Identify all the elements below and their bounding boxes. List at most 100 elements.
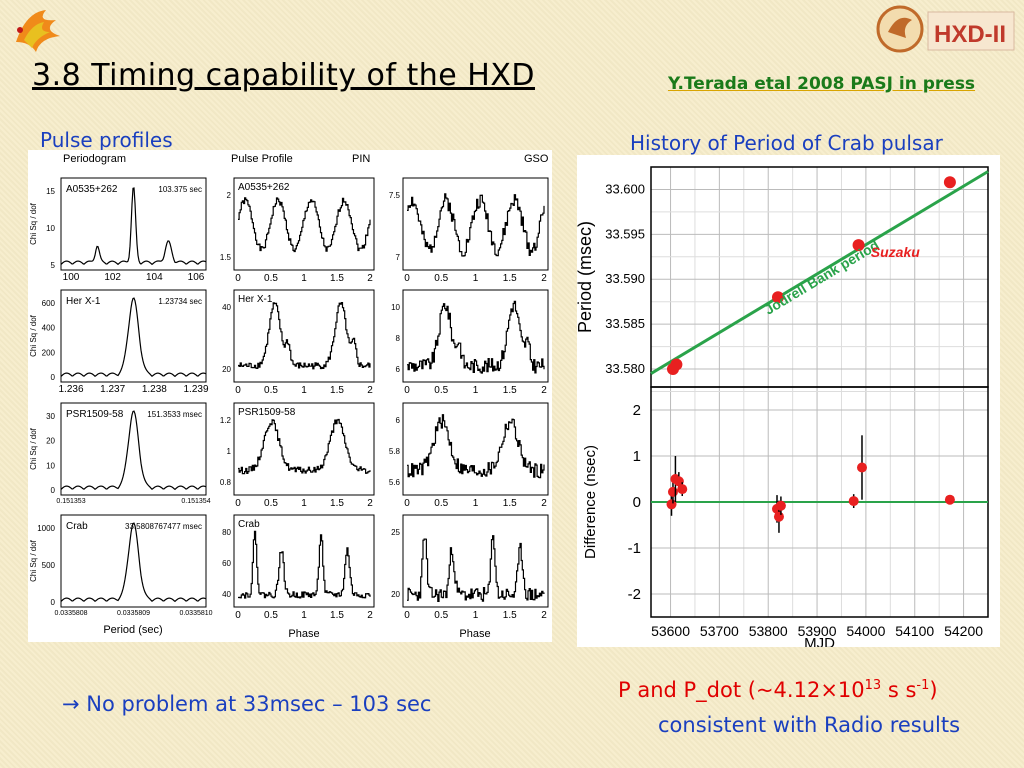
difference-axis-label: Difference (nsec) xyxy=(582,445,599,559)
period-tick-label: 104 xyxy=(146,272,163,283)
difference-point xyxy=(677,484,688,495)
source-label: A0535+262 xyxy=(66,184,118,195)
gso-header: GSO xyxy=(524,153,549,165)
phase-tick-label: 1 xyxy=(473,610,479,621)
periodogram-curve xyxy=(60,410,207,491)
period-tick-label: 102 xyxy=(104,272,121,283)
difference-tick-label: -2 xyxy=(628,586,641,603)
mjd-tick-label: 53600 xyxy=(651,623,690,639)
phase-tick-label: 0.5 xyxy=(264,610,278,621)
phase-tick-label: 0 xyxy=(235,385,241,396)
difference-point xyxy=(775,500,786,511)
panel-frame xyxy=(233,289,375,383)
phase-tick-label: 1 xyxy=(473,498,479,509)
suzaku-annotation: Suzaku xyxy=(871,244,920,260)
difference-point xyxy=(667,486,678,497)
difference-tick-label: 0 xyxy=(633,494,641,511)
phase-tick-label: 0.5 xyxy=(434,610,448,621)
profile-tick-label: 7.5 xyxy=(389,191,401,200)
suzaku-period-point xyxy=(943,176,956,189)
panel-frame xyxy=(60,289,207,383)
panel-frame xyxy=(402,514,549,608)
phase-tick-label: 1.5 xyxy=(330,385,344,396)
source-label: Her X-1 xyxy=(238,294,273,305)
chi-tick-label: 5 xyxy=(51,261,56,270)
phase-tick-label: 1 xyxy=(301,385,307,396)
phase-tick-label: 0 xyxy=(404,273,410,284)
pulse-profiles-heading: Pulse profiles xyxy=(40,128,173,152)
profile-tick-label: 6 xyxy=(396,365,401,374)
mjd-tick-label: 54200 xyxy=(944,623,983,639)
period-tick-label: 0.0335808 xyxy=(54,610,87,617)
phase-tick-label: 0 xyxy=(235,273,241,284)
note-left: → No problem at 33msec – 103 sec xyxy=(62,692,431,716)
source-label: Her X-1 xyxy=(66,296,101,307)
difference-tick-label: 2 xyxy=(633,402,641,419)
period-tick-label: 33.595 xyxy=(605,226,645,241)
panel-frame xyxy=(233,514,375,608)
crab-period-chart: 33.580 33.585 33.590 33.595 33.600 2 1 0 -1 -2 Jod… xyxy=(577,155,1000,647)
pulse-profile-curve xyxy=(407,193,545,257)
chi-tick-label: 30 xyxy=(46,412,55,421)
phase-tick-label: 0.5 xyxy=(264,498,278,509)
hxd-logo-icon: HXD-II xyxy=(876,5,1015,53)
pulse-profile-curve xyxy=(407,300,545,374)
profile-tick-label: 0.8 xyxy=(220,478,232,487)
phase-tick-label: 1 xyxy=(473,273,479,284)
panel-frame xyxy=(60,402,207,496)
pulse-profile-grid: Periodogram Pulse Profile PIN GSO A0535+262 1… xyxy=(28,150,552,642)
phase-tick-label: 2 xyxy=(541,610,547,621)
phase-tick-label: 0.5 xyxy=(434,273,448,284)
pulse-profile-curve xyxy=(407,535,545,602)
period-tick-label: 1.237 xyxy=(100,384,125,395)
period-tick-label: 1.236 xyxy=(58,384,83,395)
period-label: 33.5808767477 msec xyxy=(125,522,202,531)
note-right-line2: consistent with Radio results xyxy=(658,713,961,737)
phase-tick-label: 0.5 xyxy=(434,498,448,509)
logo-text: HXD-II xyxy=(934,21,1006,48)
pin-header: PIN xyxy=(352,153,370,165)
source-label: Crab xyxy=(238,519,260,530)
phase-tick-label: 2 xyxy=(541,273,547,284)
phase-tick-label: 0 xyxy=(235,498,241,509)
difference-point xyxy=(773,511,784,522)
phase-tick-label: 1.5 xyxy=(503,385,517,396)
note-left-text: No problem at 33msec – 103 sec xyxy=(86,692,432,716)
phase-tick-label: 0.5 xyxy=(264,273,278,284)
pulse-profile-curve xyxy=(238,197,371,253)
jodrell-annotation: Jodrell Bank period xyxy=(762,237,882,318)
phase-tick-label: 2 xyxy=(367,385,373,396)
chi-axis-label: Chi Sq / dof xyxy=(29,539,38,582)
mjd-tick-label: 53800 xyxy=(749,623,788,639)
phase-tick-label: 0 xyxy=(404,498,410,509)
panel-frame xyxy=(60,177,207,271)
arrow-right-icon: → xyxy=(62,692,80,716)
period-tick-label: 33.585 xyxy=(605,316,645,331)
profile-tick-label: 1 xyxy=(227,447,232,456)
periodogram-curve xyxy=(60,297,207,378)
difference-point xyxy=(856,462,867,473)
phase-tick-label: 2 xyxy=(367,610,373,621)
phase-tick-label: 1 xyxy=(301,273,307,284)
chi-tick-label: 200 xyxy=(42,348,56,357)
note-right-line1: P and P_dot (~4.12×1013 s s-1) xyxy=(618,678,938,702)
chi-axis-label: Chi Sq / dof xyxy=(29,427,38,470)
source-label: A0535+262 xyxy=(238,182,290,193)
profile-tick-label: 5.8 xyxy=(389,447,401,456)
chi-tick-label: 600 xyxy=(42,299,56,308)
phase-tick-label: 2 xyxy=(541,498,547,509)
profile-tick-label: 8 xyxy=(396,334,401,343)
difference-tick-label: 1 xyxy=(633,448,641,465)
periodogram-curve xyxy=(60,522,207,603)
page-title: 3.8 Timing capability of the HXD xyxy=(32,58,535,93)
profile-tick-label: 10 xyxy=(391,303,400,312)
chi-axis-label: Chi Sq / dof xyxy=(29,314,38,357)
pulse-profile-curve xyxy=(238,302,371,370)
chi-tick-label: 0 xyxy=(51,486,56,495)
mjd-tick-label: 53900 xyxy=(798,623,837,639)
phase-tick-label: 1 xyxy=(473,385,479,396)
citation: Y.Terada etal 2008 PASJ in press xyxy=(668,74,976,94)
period-tick-label: 33.590 xyxy=(605,271,645,286)
difference-point xyxy=(666,499,677,510)
source-label: PSR1509-58 xyxy=(66,409,124,420)
